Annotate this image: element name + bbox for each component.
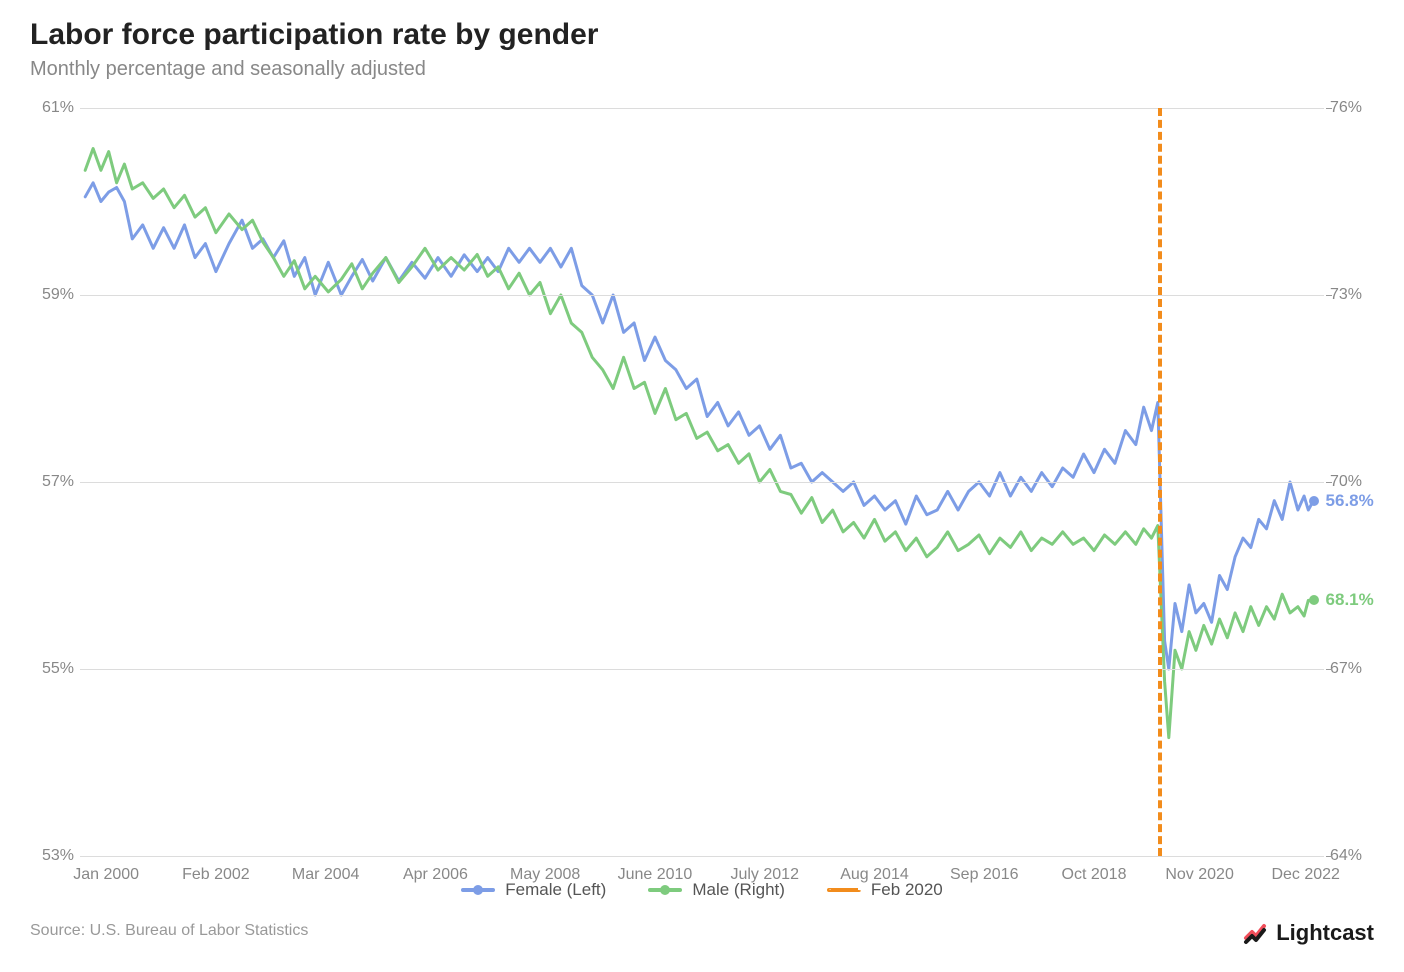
y-axis-left-label: 61% [28,99,74,117]
y-axis-right-tick [1326,108,1332,109]
series-end-label: 56.8% [1326,491,1374,511]
source-attribution: Source: U.S. Bureau of Labor Statistics [30,922,308,940]
lightcast-logo-icon [1242,920,1268,946]
legend-swatch [648,888,682,892]
reference-line-feb-2020 [1158,108,1162,856]
y-axis-right-tick [1326,856,1332,857]
legend-item: Female (Left) [461,880,606,900]
series-end-marker [1309,496,1319,506]
y-axis-right-label: 73% [1330,286,1380,304]
lightcast-logo: Lightcast [1242,920,1374,946]
legend-label: Female (Left) [505,880,606,900]
y-axis-left-label: 55% [28,660,74,678]
legend-swatch [827,888,861,892]
y-axis-right-label: 76% [1330,99,1380,117]
lightcast-logo-text: Lightcast [1276,920,1374,946]
gridline [80,295,1324,296]
series-line [85,183,1313,669]
y-axis-right-tick [1326,295,1332,296]
gridline [80,856,1324,857]
y-axis-right-tick [1326,482,1332,483]
chart-legend: Female (Left) Male (Right) Feb 2020 [0,880,1404,900]
gridline [80,482,1324,483]
plot-area: 53%55%57%59%61%64%67%70%73%76%Jan 2000Fe… [80,108,1324,856]
legend-swatch [461,888,495,892]
gridline [80,669,1324,670]
legend-item: Male (Right) [648,880,785,900]
legend-item: Feb 2020 [827,880,943,900]
gridline [80,108,1324,109]
y-axis-left-label: 59% [28,286,74,304]
y-axis-right-label: 70% [1330,473,1380,491]
y-axis-left-label: 57% [28,473,74,491]
y-axis-left-label: 53% [28,847,74,865]
series-end-label: 68.1% [1326,590,1374,610]
legend-label: Male (Right) [692,880,785,900]
chart-title: Labor force participation rate by gender [30,18,1374,52]
series-end-marker [1309,595,1319,605]
y-axis-right-label: 67% [1330,660,1380,678]
y-axis-right-label: 64% [1330,847,1380,865]
series-line [85,149,1313,738]
chart-header: Labor force participation rate by gender… [30,18,1374,81]
legend-label: Feb 2020 [871,880,943,900]
y-axis-right-tick [1326,669,1332,670]
chart-subtitle: Monthly percentage and seasonally adjust… [30,58,1374,81]
